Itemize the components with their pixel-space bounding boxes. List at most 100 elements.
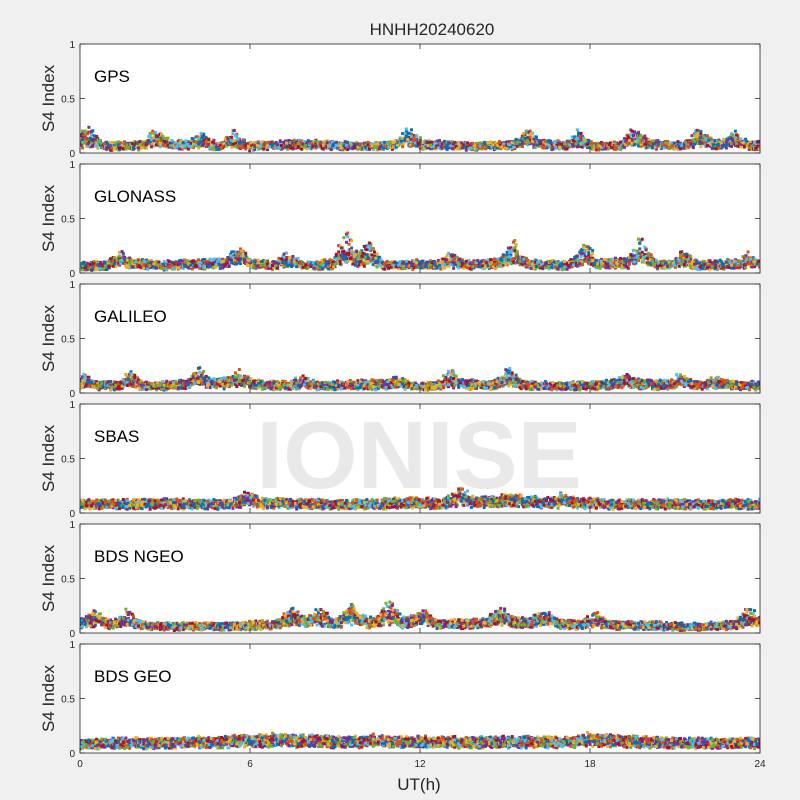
y-axis-label: S4 Index: [39, 64, 58, 132]
data-point: [526, 143, 529, 147]
data-point: [512, 145, 515, 149]
data-point: [587, 140, 591, 143]
data-point: [540, 139, 543, 143]
data-point: [299, 140, 303, 144]
data-point: [719, 141, 723, 145]
data-point: [509, 246, 513, 250]
data-point: [149, 137, 153, 141]
data-point: [346, 140, 350, 144]
data-point: [126, 146, 130, 150]
data-point: [83, 137, 87, 141]
data-point: [735, 142, 739, 146]
data-point: [285, 251, 288, 255]
data-point: [526, 139, 529, 143]
data-point: [713, 139, 717, 142]
data-point: [278, 139, 282, 143]
data-point: [563, 146, 566, 149]
data-point: [431, 145, 435, 149]
data-point: [563, 142, 566, 146]
data-point: [329, 148, 333, 152]
data-point: [633, 130, 637, 134]
data-point: [343, 146, 347, 150]
data-point: [427, 141, 431, 145]
data-point: [740, 143, 744, 146]
data-point: [647, 139, 651, 143]
data-point: [343, 259, 347, 262]
data-point: [662, 146, 666, 150]
data-point: [158, 141, 162, 145]
data-point: [746, 250, 750, 254]
data-point: [329, 267, 333, 271]
data-point: [606, 146, 610, 150]
data-point: [415, 144, 419, 148]
data-point: [148, 139, 152, 143]
data-point: [522, 132, 526, 135]
data-point: [371, 263, 375, 267]
data-point: [97, 141, 101, 145]
data-point: [86, 268, 90, 272]
data-point: [739, 145, 742, 149]
panel-label: GPS: [94, 67, 130, 86]
data-point: [624, 137, 628, 141]
data-point: [279, 144, 283, 147]
data-point: [124, 147, 128, 151]
data-point: [533, 146, 537, 149]
data-point: [651, 146, 654, 150]
data-point: [82, 133, 86, 137]
data-point: [651, 139, 654, 143]
data-point: [338, 144, 342, 148]
data-point: [597, 148, 601, 152]
data-point: [157, 137, 161, 141]
data-point: [231, 132, 235, 136]
data-point: [226, 137, 230, 141]
data-point: [141, 146, 144, 149]
data-point: [532, 138, 536, 142]
data-point: [520, 140, 524, 144]
data-point: [155, 135, 158, 138]
data-point: [459, 141, 463, 145]
data-point: [661, 142, 665, 146]
data-point: [699, 130, 703, 133]
data-point: [587, 254, 591, 258]
data-point: [565, 147, 569, 151]
figure-title: HNHH20240620: [370, 20, 495, 39]
data-point: [600, 146, 603, 150]
data-point: [381, 146, 385, 150]
data-point: [741, 141, 745, 145]
data-point: [404, 134, 408, 138]
data-point: [80, 143, 83, 147]
data-point: [667, 147, 671, 150]
data-point: [110, 146, 114, 150]
data-point: [529, 132, 533, 136]
data-point: [267, 141, 271, 144]
data-point: [547, 144, 551, 148]
data-point: [708, 267, 712, 271]
data-point: [443, 143, 447, 147]
data-point: [481, 142, 485, 146]
data-point: [436, 146, 440, 150]
data-point: [670, 141, 674, 145]
data-point: [630, 129, 634, 133]
data-point: [292, 138, 296, 142]
data-point: [81, 138, 84, 142]
data-point: [383, 140, 387, 144]
data-point: [300, 147, 304, 151]
data-point: [630, 141, 634, 145]
data-point: [461, 146, 464, 150]
data-point: [489, 141, 492, 145]
data-point: [257, 141, 260, 144]
data-point: [649, 142, 653, 146]
data-point: [498, 142, 501, 145]
data-point: [200, 135, 204, 139]
data-point: [435, 140, 439, 144]
data-point: [364, 143, 368, 147]
data-point: [365, 253, 369, 257]
data-point: [557, 147, 561, 151]
data-point: [695, 128, 699, 132]
data-point: [408, 143, 412, 147]
data-point: [754, 146, 758, 150]
data-point: [234, 142, 237, 145]
data-point: [653, 145, 657, 149]
data-point: [555, 143, 559, 147]
